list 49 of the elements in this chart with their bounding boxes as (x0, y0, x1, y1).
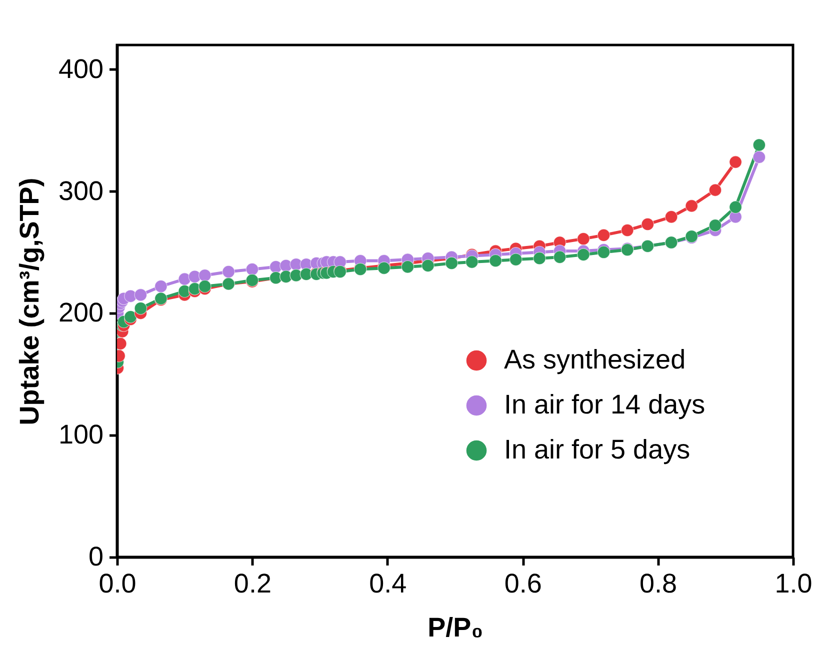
x-tick-label: 0.4 (369, 568, 407, 598)
point (553, 250, 566, 264)
x-tick-label: 0.6 (504, 568, 542, 598)
y-tick-label: 200 (58, 298, 104, 328)
x-axis-title: P/P₀ (428, 612, 484, 642)
point (664, 210, 678, 224)
y-tick-label: 0 (88, 542, 104, 572)
point (445, 256, 458, 270)
point (729, 200, 742, 214)
point (509, 253, 522, 266)
x-tick-label: 0.8 (640, 568, 678, 598)
point (401, 260, 414, 274)
point (198, 280, 212, 293)
point (134, 302, 148, 315)
point (378, 262, 390, 274)
point (752, 138, 766, 152)
point (597, 228, 610, 242)
point (641, 218, 654, 231)
point (422, 259, 434, 272)
point (465, 256, 478, 268)
y-tick-label: 300 (58, 176, 104, 206)
legend-label: In air for 5 days (504, 434, 690, 464)
point (533, 252, 546, 265)
point (752, 150, 766, 164)
x-tick-label: 1.0 (774, 568, 812, 598)
legend-label: As synthesized (504, 344, 686, 374)
point (154, 280, 168, 293)
point (198, 268, 212, 282)
point (708, 184, 722, 196)
point (597, 246, 610, 259)
point (124, 310, 137, 324)
point (489, 254, 502, 268)
y-tick-label: 100 (58, 420, 104, 450)
point (246, 262, 259, 276)
point (222, 265, 235, 278)
legend-label: In air for 14 days (504, 390, 706, 420)
point (134, 288, 148, 302)
x-tick-label: 0.2 (234, 568, 272, 598)
x-tick-label: 0.0 (98, 568, 136, 598)
point (685, 200, 698, 212)
point (708, 219, 722, 232)
point (577, 232, 590, 246)
point (577, 248, 590, 262)
point (178, 272, 192, 286)
point (124, 290, 137, 303)
point (620, 224, 634, 237)
y-axis-title: Uptake (cm³/g,STP) (14, 178, 44, 426)
y-tick-label: 400 (58, 54, 104, 84)
point (729, 156, 742, 168)
